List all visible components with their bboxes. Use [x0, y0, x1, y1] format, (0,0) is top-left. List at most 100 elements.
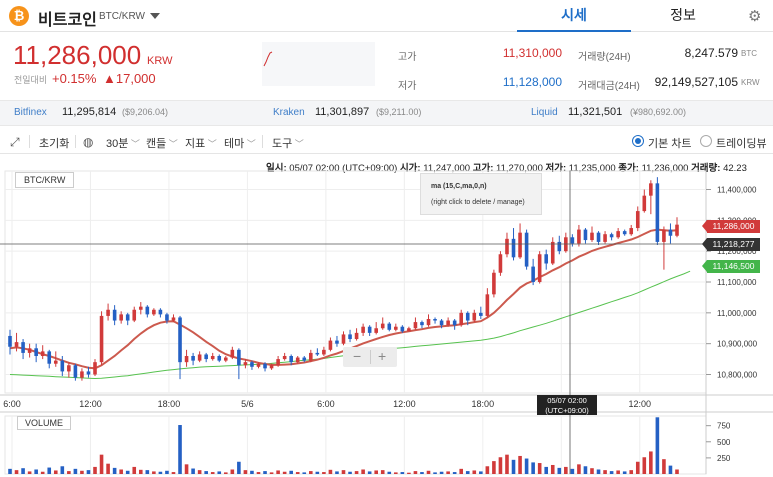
- volume-bar: [335, 471, 339, 474]
- tab-info[interactable]: 정보: [670, 7, 696, 23]
- candle-body: [511, 238, 516, 258]
- gear-icon[interactable]: ⚙: [748, 8, 762, 25]
- candle-body: [550, 241, 555, 264]
- candle-body: [191, 356, 195, 361]
- candle-body: [40, 351, 45, 356]
- volume-pane-frame: [4, 415, 707, 475]
- candle-body: [544, 254, 549, 264]
- price-chart[interactable]: 11,400,00011,300,00011,200,00011,100,000…: [0, 156, 773, 477]
- exchange-name[interactable]: Liquid: [531, 107, 558, 118]
- volume-bar: [8, 468, 12, 474]
- ma-tooltip[interactable]: ma (15,C,ma,0,n) (right click to delete …: [420, 173, 542, 215]
- candle-body: [420, 322, 424, 326]
- candle-body: [348, 334, 352, 340]
- volume-bar: [197, 470, 202, 474]
- volume-bar: [184, 464, 189, 474]
- interval-label: 30분: [106, 138, 129, 150]
- globe-icon[interactable]: ◍: [83, 135, 94, 149]
- candle-body: [112, 309, 117, 321]
- candle-body: [498, 254, 503, 273]
- volume-tick-label: 750: [717, 422, 731, 431]
- volume-bar: [256, 472, 261, 474]
- volume-bar: [210, 472, 215, 474]
- volume-bar: [472, 470, 477, 474]
- volume-bar: [622, 471, 627, 474]
- basic-chart-radio[interactable]: [632, 135, 644, 147]
- zoom-in-button[interactable]: +: [378, 348, 387, 364]
- volume-bar: [603, 470, 607, 474]
- chevron-down-icon[interactable]: [150, 13, 160, 19]
- theme-menu[interactable]: 테마 ﹀: [224, 135, 256, 151]
- basic-chart-label[interactable]: 기본 차트: [648, 138, 692, 150]
- volume-bar: [40, 471, 45, 474]
- exchange-name[interactable]: Kraken: [273, 107, 305, 118]
- candle-body: [472, 312, 477, 321]
- coin-name[interactable]: 비트코인: [38, 12, 97, 29]
- volume-bar: [289, 470, 293, 474]
- coin-pair[interactable]: BTC/KRW: [99, 11, 145, 22]
- volume-bar: [67, 471, 71, 474]
- time-tick-label: 18:00: [158, 399, 181, 409]
- candle-body: [34, 348, 38, 356]
- candle-body: [14, 342, 19, 347]
- candle-body: [53, 360, 58, 364]
- candle-body: [642, 195, 647, 212]
- candle-body: [256, 363, 261, 367]
- candle-body: [138, 306, 143, 310]
- volume-bar: [191, 468, 195, 474]
- indicator-menu[interactable]: 지표 ﹀: [185, 135, 217, 151]
- trade-value-unit: KRW: [741, 78, 760, 87]
- candle-body: [93, 362, 97, 375]
- candle-label: 캔들: [146, 138, 167, 150]
- volume-bar: [590, 468, 594, 474]
- volume-bar: [668, 465, 673, 474]
- candle-body: [433, 319, 437, 321]
- candle-body: [413, 322, 418, 329]
- candle-body: [485, 294, 490, 316]
- low-label: 저가: [398, 81, 417, 92]
- volume-bar: [394, 472, 398, 474]
- candle-menu[interactable]: 캔들 ﹀: [146, 135, 178, 151]
- zoom-out-button[interactable]: −: [353, 348, 362, 364]
- price-tick-label: 10,800,000: [717, 371, 758, 380]
- interval-select[interactable]: 30분 ﹀: [106, 135, 140, 151]
- indicator-label: 지표: [185, 138, 206, 150]
- exchange-name[interactable]: Bitfinex: [14, 107, 47, 118]
- volume-value: 8,247.579: [684, 46, 738, 60]
- candle-body: [629, 228, 634, 235]
- expand-icon[interactable]: ⤢: [10, 135, 20, 149]
- candle-body: [289, 356, 293, 363]
- volume-bar: [171, 472, 176, 474]
- candle-body: [616, 231, 620, 238]
- ohlc-close-label: 종가:: [618, 163, 639, 174]
- volume-bar: [243, 470, 248, 474]
- volume-bar: [237, 461, 241, 474]
- crosshair-time-line2: (UTC+09:00): [545, 405, 589, 415]
- candle-body: [426, 319, 431, 326]
- time-tick-label: 12:00: [79, 399, 102, 409]
- candle-body: [374, 328, 378, 333]
- price-tick-label: 11,100,000: [717, 278, 757, 287]
- candle-body: [21, 342, 25, 353]
- volume-bar: [341, 470, 346, 474]
- volume-bar: [125, 470, 130, 474]
- candle-body: [387, 323, 392, 330]
- volume-bar: [537, 463, 542, 474]
- tradingview-radio[interactable]: [700, 135, 712, 147]
- tradingview-label[interactable]: 트레이딩뷰: [716, 138, 767, 150]
- volume-bar: [217, 471, 222, 474]
- candle-body: [518, 232, 522, 258]
- volume-pane-label: VOLUME: [17, 416, 72, 430]
- volume-bar: [315, 471, 320, 474]
- candle-body: [537, 254, 542, 282]
- tab-market[interactable]: 시세: [517, 0, 631, 32]
- reset-button[interactable]: 초기화: [39, 138, 70, 150]
- candle-body: [125, 314, 130, 321]
- ohlc-legend: 일시: 05/07 02:00 (UTC+09:00) 시가: 11,247,0…: [266, 160, 747, 174]
- zoom-control: − +: [343, 347, 397, 367]
- candle-body: [505, 238, 509, 255]
- time-tick-label: 18:00: [472, 399, 495, 409]
- tools-menu[interactable]: 도구 ﹀: [272, 135, 304, 151]
- price-tick-label: 11,400,000: [717, 186, 757, 195]
- volume-bar: [642, 457, 647, 474]
